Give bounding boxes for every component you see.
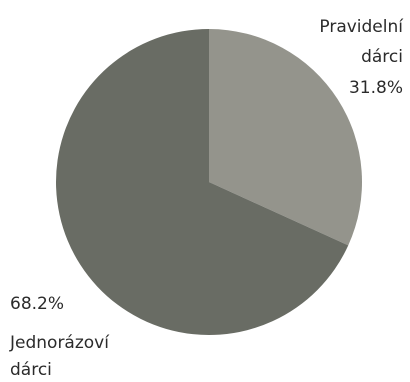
pie-slice-pravidelni: [209, 29, 363, 246]
pie-slice-jednorazovi: [56, 29, 349, 335]
slice-label-pravidelni-line1: Pravidelní: [319, 17, 404, 37]
slice-label-jednorazovi-line2: dárci: [10, 360, 52, 378]
slice-label-pravidelni-line2: dárci: [361, 47, 403, 67]
pie-slices: [56, 29, 363, 335]
slice-percent-pravidelni: 31.8%: [349, 78, 403, 98]
slice-percent-jednorazovi: 68.2%: [10, 294, 64, 314]
slice-label-jednorazovi-line1: Jednorázoví: [9, 333, 110, 353]
